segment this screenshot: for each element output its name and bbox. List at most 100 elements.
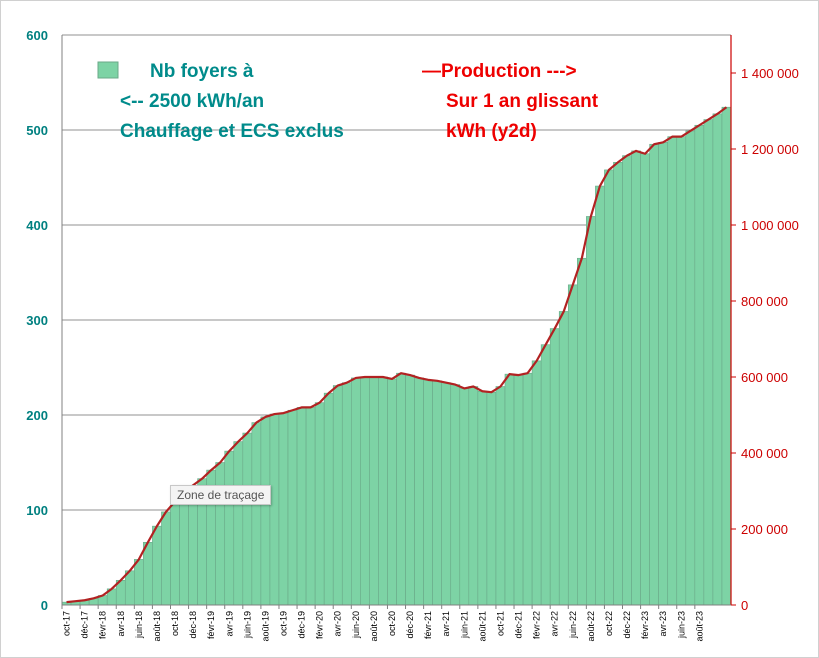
- bar: [459, 388, 470, 606]
- bar: [649, 143, 659, 606]
- right-tick-label: 600 000: [741, 370, 788, 385]
- bar: [613, 162, 623, 606]
- right-tick-label: 200 000: [741, 522, 788, 537]
- x-tick-label: oct-18: [170, 611, 180, 636]
- bar: [332, 385, 343, 606]
- bar: [685, 130, 696, 606]
- bar: [504, 373, 515, 606]
- x-tick-label: févr-20: [315, 611, 325, 639]
- x-tick-label: août-18: [152, 611, 162, 642]
- x-tick-label: oct-19: [278, 611, 288, 636]
- x-tick-label: févr-18: [98, 611, 108, 639]
- bar: [287, 409, 298, 606]
- x-tick-label: juin-18: [134, 611, 144, 639]
- bar: [143, 541, 153, 606]
- bar: [305, 407, 316, 606]
- bar: [595, 185, 605, 606]
- x-tick-label: avr-20: [333, 611, 343, 637]
- x-tick-label: déc-17: [80, 611, 90, 639]
- bar: [314, 402, 325, 606]
- x-tick-label: oct-20: [387, 611, 397, 636]
- bar: [495, 386, 506, 606]
- x-tick-label: févr-21: [423, 611, 433, 639]
- bar: [531, 360, 542, 606]
- bar: [558, 311, 569, 606]
- bar: [296, 407, 307, 606]
- bar: [441, 382, 452, 606]
- bar: [631, 150, 641, 606]
- bar: [242, 432, 253, 606]
- bar: [405, 374, 415, 606]
- x-tick-label: août-21: [477, 611, 487, 642]
- x-tick-label: juin-22: [568, 611, 578, 639]
- bar: [622, 155, 632, 606]
- x-tick-label: avr-18: [116, 611, 126, 637]
- x-tick-label: avr-22: [550, 611, 560, 637]
- x-tick-label: déc-19: [297, 611, 307, 639]
- bar: [323, 392, 334, 606]
- bar: [215, 462, 226, 606]
- bar: [369, 376, 379, 606]
- bar: [586, 216, 596, 606]
- bar: [721, 106, 732, 606]
- bar: [260, 416, 271, 606]
- bar: [577, 257, 587, 606]
- x-tick-label: oct-22: [604, 611, 614, 636]
- right-tick-label: 1 400 000: [741, 66, 799, 81]
- x-tick-label: févr-19: [206, 611, 216, 639]
- right-tick-label: 400 000: [741, 446, 788, 461]
- plot-area-tooltip: Zone de traçage: [170, 485, 272, 505]
- bar: [161, 511, 171, 606]
- bar: [152, 525, 162, 606]
- bar: [341, 382, 352, 606]
- legend-bar-line3: Chauffage et ECS exclus: [120, 121, 344, 142]
- bar: [477, 390, 488, 606]
- right-tick-label: 1 200 000: [741, 142, 799, 157]
- bar: [694, 124, 705, 606]
- left-tick-label: 100: [26, 503, 48, 518]
- x-tick-label: déc-20: [405, 611, 415, 639]
- bar: [486, 391, 497, 606]
- x-tick-label: avr-21: [441, 611, 451, 637]
- bar: [224, 450, 235, 606]
- bar: [350, 377, 361, 606]
- bar: [522, 372, 533, 606]
- bar: [468, 386, 479, 606]
- bar: [667, 136, 678, 606]
- x-tick-label: août-20: [369, 611, 379, 642]
- right-tick-label: 0: [741, 598, 748, 613]
- bar: [549, 328, 560, 606]
- bar: [360, 376, 370, 606]
- x-tick-label: oct-17: [62, 611, 72, 636]
- bar: [269, 413, 280, 606]
- legend-line-line2: Sur 1 an glissant: [446, 91, 599, 112]
- left-tick-label: 600: [26, 28, 48, 43]
- bar: [513, 374, 524, 606]
- bar: [124, 570, 135, 606]
- left-tick-label: 300: [26, 313, 48, 328]
- bar: [658, 142, 669, 606]
- legend-bar-swatch: [97, 61, 119, 79]
- bar: [640, 153, 650, 606]
- legend-line-line1: —Production --->: [422, 61, 577, 82]
- x-tick-label: oct-21: [495, 611, 505, 636]
- legend-bar-line1: Nb foyers à: [150, 61, 254, 82]
- bar: [387, 378, 397, 606]
- bar: [134, 559, 144, 606]
- bar: [432, 380, 443, 606]
- x-tick-label: août-23: [694, 611, 704, 642]
- bar: [396, 372, 406, 606]
- left-tick-label: 200: [26, 408, 48, 423]
- x-tick-label: avr-19: [224, 611, 234, 637]
- legend-bar-line2: <-- 2500 kWh/an: [120, 91, 264, 112]
- right-tick-label: 1 000 000: [741, 218, 799, 233]
- x-tick-label: juin-21: [459, 611, 469, 639]
- bar: [703, 119, 714, 606]
- bar: [251, 422, 262, 606]
- x-tick-label: déc-18: [188, 611, 198, 639]
- legend-line-line3: kWh (y2d): [446, 121, 537, 142]
- bar: [712, 113, 723, 606]
- bar: [378, 376, 388, 606]
- x-tick-label: août-19: [260, 611, 270, 642]
